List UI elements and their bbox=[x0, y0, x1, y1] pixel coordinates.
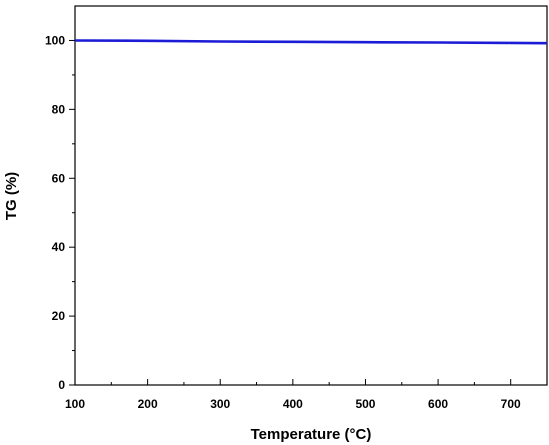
y-tick-label: 80 bbox=[52, 102, 66, 116]
y-tick-label: 100 bbox=[45, 33, 65, 47]
y-axis-title: TG (%) bbox=[3, 172, 20, 220]
x-tick-label: 200 bbox=[138, 397, 158, 411]
y-tick-label: 60 bbox=[52, 171, 66, 185]
x-tick-label: 500 bbox=[355, 397, 375, 411]
x-axis-ticks: 100 200 300 400 500 600 700 bbox=[65, 379, 521, 411]
y-tick-label: 0 bbox=[58, 378, 65, 392]
plot-frame bbox=[74, 5, 548, 386]
y-tick-label: 20 bbox=[52, 309, 66, 323]
y-tick-label: 40 bbox=[52, 240, 66, 254]
x-tick-label: 100 bbox=[65, 397, 85, 411]
series-layer bbox=[74, 39, 548, 45]
y-axis-ticks: 0 20 40 60 80 100 bbox=[45, 33, 75, 392]
tg-series-line bbox=[74, 39, 548, 45]
x-tick-label: 300 bbox=[210, 397, 230, 411]
x-tick-label: 600 bbox=[428, 397, 448, 411]
x-tick-label: 400 bbox=[283, 397, 303, 411]
x-tick-label: 700 bbox=[501, 397, 521, 411]
x-axis-title: Temperature (°C) bbox=[251, 426, 372, 443]
